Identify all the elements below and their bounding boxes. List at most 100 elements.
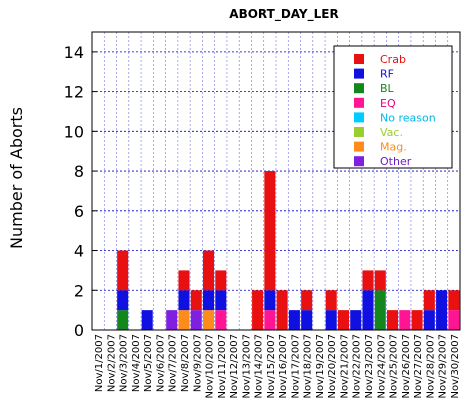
- x-tick-label: Nov/24/2007: [376, 334, 387, 398]
- x-tick-label: Nov/17/2007: [290, 334, 301, 398]
- legend-swatch-mag: [354, 141, 364, 152]
- bar-crab: [215, 270, 227, 291]
- x-tick-label: Nov/9/2007: [192, 334, 203, 392]
- x-tick-label: Nov/4/2007: [131, 334, 142, 392]
- y-tick-label: 10: [64, 122, 84, 141]
- bar-crab: [448, 290, 460, 311]
- bar-other: [166, 310, 178, 330]
- x-tick-label: Nov/7/2007: [168, 334, 179, 392]
- y-tick-label: 8: [74, 162, 84, 181]
- legend-swatch-rf: [354, 68, 364, 79]
- bar-eq: [215, 310, 227, 330]
- x-tick-label: Nov/1/2007: [94, 334, 105, 392]
- x-tick-label: Nov/28/2007: [425, 334, 436, 398]
- x-tick-label: Nov/11/2007: [217, 334, 228, 398]
- bar-rf: [301, 310, 313, 330]
- x-tick-label: Nov/15/2007: [266, 334, 277, 398]
- x-tick-label: Nov/30/2007: [450, 334, 461, 398]
- x-tick-label: Nov/29/2007: [438, 334, 449, 398]
- legend-label-bl: BL: [380, 82, 395, 95]
- x-tick-label: Nov/16/2007: [278, 334, 289, 398]
- bar-mag: [178, 310, 190, 330]
- bar-rf: [215, 290, 227, 311]
- legend-swatch-vac: [354, 127, 364, 137]
- bar-crab: [252, 290, 264, 330]
- bar-crab: [301, 290, 313, 311]
- x-tick-label: Nov/12/2007: [229, 334, 240, 398]
- legend-swatch-eq: [354, 97, 364, 108]
- y-ticks: 0 2 4 6 8 10 12 14: [64, 43, 97, 340]
- x-tick-label: Nov/3/2007: [119, 334, 130, 392]
- axes-layer: [91, 31, 461, 331]
- bar-crab: [423, 290, 435, 311]
- legend-label-eq: EQ: [380, 97, 396, 110]
- x-tick-label: Nov/25/2007: [389, 334, 400, 398]
- bar-crab: [374, 270, 386, 291]
- x-tick-label: Nov/23/2007: [364, 334, 375, 398]
- legend-label-rf: RF: [380, 68, 394, 81]
- x-tick-label: Nov/14/2007: [254, 334, 265, 398]
- x-tick-label: Nov/27/2007: [413, 334, 424, 398]
- y-tick-label: 2: [74, 281, 84, 300]
- bar-rf: [423, 310, 435, 330]
- bar-crab: [117, 250, 129, 291]
- plot-frame: [91, 31, 461, 331]
- bar-crab: [325, 290, 337, 311]
- bar-crab: [362, 270, 374, 291]
- legend-swatch-no-reason: [354, 112, 364, 123]
- legend-swatch-crab: [354, 54, 364, 64]
- bar-rf: [178, 290, 190, 311]
- bar-bl: [117, 310, 129, 330]
- legend-label-mag: Mag.: [380, 141, 407, 154]
- x-tick-label: Nov/21/2007: [339, 334, 350, 398]
- bar-crab: [190, 290, 202, 311]
- bar-crab: [411, 310, 423, 330]
- bar-rf: [436, 290, 448, 330]
- bar-crab: [337, 310, 349, 330]
- legend-box: [333, 45, 453, 169]
- x-tick-label: Nov/18/2007: [303, 334, 314, 398]
- bar-rf: [362, 290, 374, 330]
- bar-crab: [276, 290, 288, 330]
- x-tick-label: Nov/6/2007: [155, 334, 166, 392]
- y-tick-label: 6: [74, 202, 84, 221]
- bar-crab: [203, 250, 215, 291]
- legend-label-no-reason: No reason: [380, 111, 436, 124]
- y-tick-label: 0: [74, 321, 84, 340]
- y-tick-label: 4: [74, 242, 84, 261]
- legend-label-crab: Crab: [380, 53, 406, 66]
- x-tick-label: Nov/10/2007: [205, 334, 216, 398]
- x-tick-label: Nov/8/2007: [180, 334, 191, 392]
- bar-eq: [399, 310, 411, 330]
- x-tick-label: Nov/19/2007: [315, 334, 326, 398]
- x-tick-label: Nov/2/2007: [106, 334, 117, 392]
- legend-label-vac: Vac.: [380, 126, 403, 139]
- legend-swatch-bl: [354, 83, 364, 94]
- bar-rf: [325, 310, 337, 330]
- bar-rf: [203, 290, 215, 311]
- bar-rf: [350, 310, 362, 330]
- y-axis-label: Number of Aborts: [7, 107, 26, 249]
- bar-bl: [374, 290, 386, 330]
- bar-eq: [448, 310, 460, 330]
- bar-rf: [264, 290, 276, 311]
- bar-rf: [117, 290, 129, 311]
- y-tick-label: 12: [64, 83, 84, 102]
- x-ticks: Nov/1/2007 Nov/2/2007 Nov/3/2007 Nov/4/2007…: [94, 334, 461, 398]
- bar-crab: [387, 310, 399, 330]
- bar-crab: [264, 171, 276, 291]
- legend-label-other: Other: [380, 155, 412, 168]
- x-tick-label: Nov/22/2007: [352, 334, 363, 398]
- x-tick-label: Nov/20/2007: [327, 334, 338, 398]
- y-tick-label: 14: [64, 43, 84, 62]
- chart-title: ABORT_DAY_LER: [229, 7, 338, 22]
- bar-eq: [264, 310, 276, 330]
- legend-swatch-other: [354, 156, 364, 167]
- bar-mag: [203, 310, 215, 330]
- x-tick-label: Nov/13/2007: [241, 334, 252, 398]
- bar-rf: [141, 310, 153, 330]
- bar-rf: [288, 310, 300, 330]
